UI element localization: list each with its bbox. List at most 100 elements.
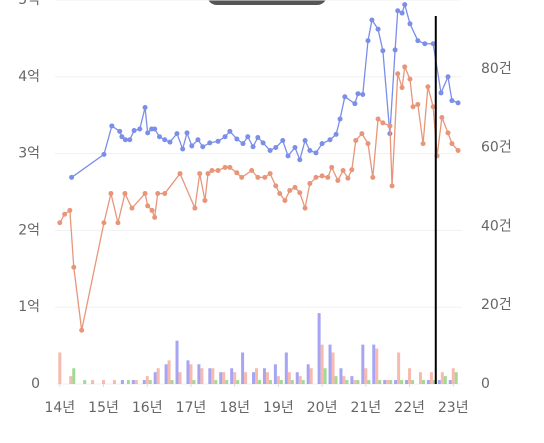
point <box>449 98 455 104</box>
x-tick-label: 23년 <box>438 400 469 416</box>
bar <box>200 368 204 384</box>
bar <box>448 380 452 384</box>
bar <box>386 380 390 384</box>
y2-tick-label: 20건 <box>481 297 512 313</box>
bar <box>145 376 149 384</box>
bar <box>426 380 430 384</box>
series-line <box>71 2 459 178</box>
tooltip <box>208 0 326 5</box>
point <box>359 131 365 137</box>
bar <box>241 352 245 384</box>
point <box>307 181 313 187</box>
bar <box>91 380 95 384</box>
point <box>445 130 451 136</box>
bar <box>451 368 455 384</box>
y-tick-label: 1억 <box>18 299 40 315</box>
point <box>215 167 221 173</box>
bar <box>178 372 182 384</box>
bar <box>454 372 458 384</box>
point <box>369 17 375 23</box>
bar <box>350 376 354 384</box>
point <box>425 84 431 90</box>
bar <box>58 352 62 384</box>
bar <box>284 352 288 384</box>
point <box>240 141 246 147</box>
bar <box>233 372 237 384</box>
series-line <box>59 64 459 331</box>
point <box>415 101 421 107</box>
point <box>62 211 68 217</box>
bar <box>131 380 135 384</box>
x-tick-label: 19년 <box>263 400 294 416</box>
bar <box>418 372 422 384</box>
point <box>353 138 359 144</box>
bar <box>405 380 409 384</box>
bar <box>134 380 138 384</box>
point <box>101 220 107 226</box>
bar <box>342 376 346 384</box>
point <box>71 264 77 270</box>
point <box>340 167 346 173</box>
point <box>297 190 303 196</box>
point <box>355 91 361 97</box>
point <box>420 141 426 147</box>
point <box>273 144 279 150</box>
point <box>313 174 319 180</box>
x-tick-label: 17년 <box>176 400 207 416</box>
y2-tick-label: 40건 <box>481 218 512 234</box>
bar <box>142 380 146 384</box>
point <box>387 123 393 129</box>
bar <box>290 380 294 384</box>
point <box>370 174 376 180</box>
bar <box>265 372 269 384</box>
point <box>122 191 128 197</box>
point <box>174 131 180 137</box>
bar <box>69 376 73 384</box>
point <box>162 191 168 197</box>
bar <box>440 372 444 384</box>
point <box>122 137 128 143</box>
point <box>389 183 395 189</box>
point <box>415 38 421 44</box>
point <box>439 115 445 121</box>
point <box>207 140 213 146</box>
bar <box>279 380 283 384</box>
point <box>250 144 256 150</box>
bar <box>301 380 305 384</box>
bar <box>443 376 447 384</box>
point <box>399 85 405 91</box>
bar <box>175 340 179 384</box>
bar <box>120 380 124 384</box>
point <box>109 123 115 129</box>
bar <box>170 380 174 384</box>
point <box>380 120 386 126</box>
bar <box>102 380 106 384</box>
bar <box>230 368 234 384</box>
point <box>155 191 161 197</box>
bar <box>276 376 280 384</box>
point <box>407 76 413 82</box>
bar <box>394 380 398 384</box>
x-tick-label: 14년 <box>44 400 75 416</box>
bar <box>255 368 259 384</box>
bar <box>400 380 404 384</box>
point <box>327 137 333 143</box>
point <box>360 91 366 97</box>
point <box>57 220 63 226</box>
point <box>195 137 201 143</box>
y2-tick-label: 0 <box>481 376 490 392</box>
point <box>455 100 461 106</box>
bar <box>295 372 299 384</box>
point <box>189 143 195 149</box>
bar <box>397 352 401 384</box>
point <box>402 2 408 8</box>
point <box>445 74 451 80</box>
point <box>209 167 215 173</box>
point <box>297 157 303 163</box>
y-tick-label: 5억 <box>18 0 40 8</box>
point <box>119 134 125 140</box>
bar <box>298 376 302 384</box>
bar <box>222 372 226 384</box>
point <box>137 126 143 132</box>
